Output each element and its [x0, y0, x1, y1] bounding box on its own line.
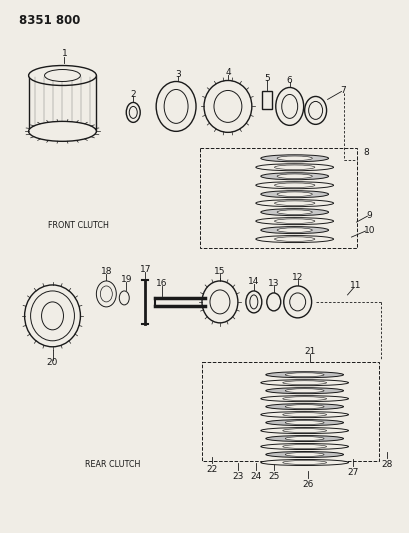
- Ellipse shape: [260, 155, 328, 162]
- Text: 1: 1: [61, 49, 67, 58]
- Text: 16: 16: [156, 279, 168, 288]
- Ellipse shape: [276, 192, 312, 197]
- Ellipse shape: [274, 183, 314, 188]
- Text: 23: 23: [231, 472, 243, 481]
- Text: 13: 13: [267, 279, 279, 288]
- Ellipse shape: [255, 200, 333, 207]
- Ellipse shape: [41, 302, 63, 330]
- Ellipse shape: [276, 210, 312, 214]
- Text: 26: 26: [301, 480, 312, 489]
- Ellipse shape: [265, 451, 343, 457]
- Ellipse shape: [285, 389, 323, 393]
- Ellipse shape: [274, 219, 314, 223]
- Ellipse shape: [260, 459, 348, 465]
- Text: 22: 22: [206, 465, 217, 474]
- Ellipse shape: [260, 411, 348, 417]
- Text: 5: 5: [263, 74, 269, 83]
- Ellipse shape: [276, 156, 312, 160]
- Ellipse shape: [255, 236, 333, 243]
- Ellipse shape: [274, 165, 314, 169]
- Text: REAR CLUTCH: REAR CLUTCH: [84, 460, 139, 469]
- Ellipse shape: [255, 217, 333, 224]
- Text: 2: 2: [130, 90, 136, 99]
- Ellipse shape: [274, 201, 314, 205]
- Text: 24: 24: [249, 472, 261, 481]
- Ellipse shape: [260, 379, 348, 386]
- Bar: [29, 76, 96, 131]
- Text: 8: 8: [362, 148, 369, 157]
- Ellipse shape: [29, 122, 96, 141]
- Text: 12: 12: [291, 273, 303, 282]
- Ellipse shape: [282, 397, 326, 401]
- Text: 10: 10: [363, 225, 374, 235]
- Ellipse shape: [282, 461, 326, 464]
- Text: 8351 800: 8351 800: [18, 14, 80, 27]
- Text: 17: 17: [139, 265, 151, 274]
- Text: 7: 7: [340, 86, 346, 95]
- Ellipse shape: [255, 182, 333, 189]
- Ellipse shape: [260, 395, 348, 402]
- Ellipse shape: [260, 191, 328, 198]
- Ellipse shape: [276, 228, 312, 232]
- Text: 27: 27: [347, 468, 358, 477]
- Ellipse shape: [45, 69, 80, 82]
- Text: 25: 25: [267, 472, 279, 481]
- Ellipse shape: [285, 453, 323, 456]
- Text: 15: 15: [213, 268, 225, 277]
- Ellipse shape: [285, 437, 323, 440]
- Ellipse shape: [282, 429, 326, 432]
- Bar: [261, 92, 271, 109]
- Text: 21: 21: [303, 348, 315, 356]
- Ellipse shape: [260, 427, 348, 433]
- Text: 18: 18: [100, 268, 112, 277]
- Ellipse shape: [282, 381, 326, 385]
- Text: 11: 11: [349, 281, 360, 290]
- Ellipse shape: [29, 66, 96, 85]
- Text: FRONT CLUTCH: FRONT CLUTCH: [48, 221, 109, 230]
- Text: 20: 20: [47, 358, 58, 367]
- Ellipse shape: [265, 403, 343, 410]
- Ellipse shape: [265, 372, 343, 378]
- Ellipse shape: [260, 173, 328, 180]
- Ellipse shape: [255, 164, 333, 171]
- Ellipse shape: [274, 237, 314, 241]
- Bar: [202, 362, 378, 462]
- Text: 19: 19: [120, 276, 132, 285]
- Ellipse shape: [276, 174, 312, 179]
- Ellipse shape: [285, 421, 323, 425]
- Ellipse shape: [265, 419, 343, 425]
- Text: 28: 28: [381, 460, 392, 469]
- Ellipse shape: [282, 413, 326, 417]
- Ellipse shape: [260, 208, 328, 216]
- Text: 9: 9: [366, 211, 371, 220]
- Ellipse shape: [260, 227, 328, 233]
- Text: 3: 3: [175, 70, 180, 79]
- Text: 6: 6: [286, 76, 292, 85]
- Text: 4: 4: [225, 68, 230, 77]
- Ellipse shape: [265, 435, 343, 441]
- Text: 14: 14: [247, 278, 259, 286]
- Ellipse shape: [285, 405, 323, 409]
- Ellipse shape: [282, 445, 326, 448]
- Bar: [200, 148, 357, 248]
- Ellipse shape: [260, 443, 348, 449]
- Ellipse shape: [285, 373, 323, 377]
- Ellipse shape: [265, 387, 343, 394]
